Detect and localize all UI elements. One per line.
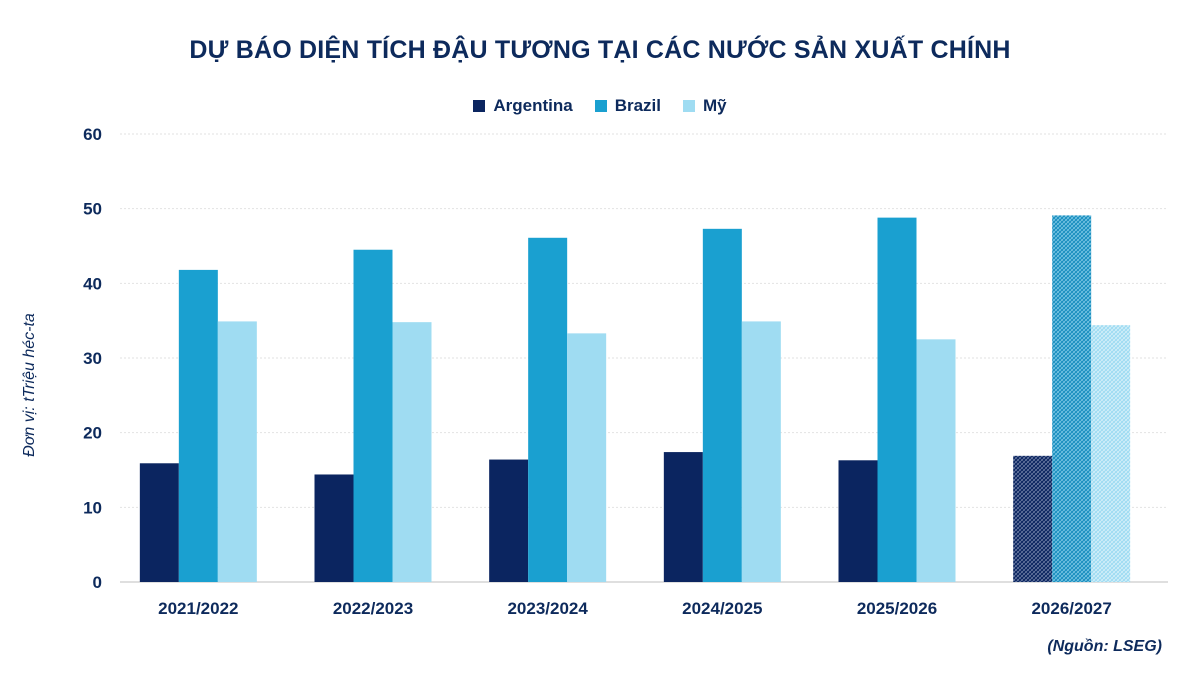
legend-swatch-argentina	[473, 100, 486, 112]
bar-brazil-2022-2023	[353, 249, 393, 582]
bar-argentina-2021-2022	[139, 463, 179, 582]
legend-label-argentina: Argentina	[493, 96, 573, 115]
bar-m--2025-2026	[916, 339, 956, 582]
bar-argentina-2022-2023	[314, 474, 354, 582]
y-tick-label: 20	[83, 424, 102, 443]
legend: Argentina Brazil Mỹ	[0, 96, 1200, 116]
gridlines	[120, 133, 1168, 583]
bar-brazil-2021-2022	[178, 269, 218, 582]
y-tick-label: 0	[93, 573, 102, 592]
bar-m--2024-2025	[741, 321, 781, 582]
bar-m--2022-2023	[392, 322, 432, 582]
x-tick-label: 2025/2026	[857, 599, 937, 618]
chart-title: DỰ BÁO DIỆN TÍCH ĐẬU TƯƠNG TẠI CÁC NƯỚC …	[189, 36, 1011, 64]
legend-swatch-brazil	[594, 100, 607, 112]
source-note: (Nguồn: LSEG)	[1047, 638, 1162, 655]
bar-argentina-2023-2024	[489, 459, 529, 582]
y-tick-label: 60	[83, 125, 102, 144]
legend-label-brazil: Brazil	[614, 96, 661, 115]
y-tick-label: 50	[83, 200, 102, 219]
x-tick-label: 2021/2022	[158, 599, 238, 618]
x-tick-label: 2024/2025	[682, 599, 762, 618]
bar-argentina-2024-2025	[663, 452, 703, 582]
bar-m--2026-2027	[1091, 325, 1131, 582]
bar-m--2023-2024	[567, 333, 607, 582]
bar-brazil-2023-2024	[528, 237, 568, 582]
legend-swatch-my	[683, 100, 695, 112]
legend-item-my: Mỹ	[683, 96, 727, 116]
legend-item-brazil: Brazil	[594, 96, 661, 116]
x-tick-label: 2026/2027	[1031, 599, 1111, 618]
bar-brazil-2026-2027	[1052, 215, 1092, 583]
bars	[139, 215, 1131, 583]
legend-item-argentina: Argentina	[473, 96, 573, 116]
y-tick-label: 40	[83, 274, 102, 293]
bar-brazil-2025-2026	[877, 217, 917, 583]
y-axis-ticks: 0 10 20 30 40 50 60	[83, 125, 102, 592]
x-tick-label: 2023/2024	[507, 599, 588, 618]
bar-argentina-2025-2026	[838, 460, 878, 582]
bar-argentina-2026-2027	[1013, 455, 1053, 582]
bar-m--2021-2022	[217, 321, 257, 582]
legend-label-my: Mỹ	[703, 96, 727, 115]
x-tick-label: 2022/2023	[333, 599, 413, 618]
y-tick-label: 10	[83, 498, 102, 517]
x-axis-ticks: 2021/2022 2022/2023 2023/2024 2024/2025 2025…	[158, 599, 1112, 618]
y-tick-label: 30	[83, 349, 102, 368]
bar-brazil-2024-2025	[702, 228, 742, 582]
